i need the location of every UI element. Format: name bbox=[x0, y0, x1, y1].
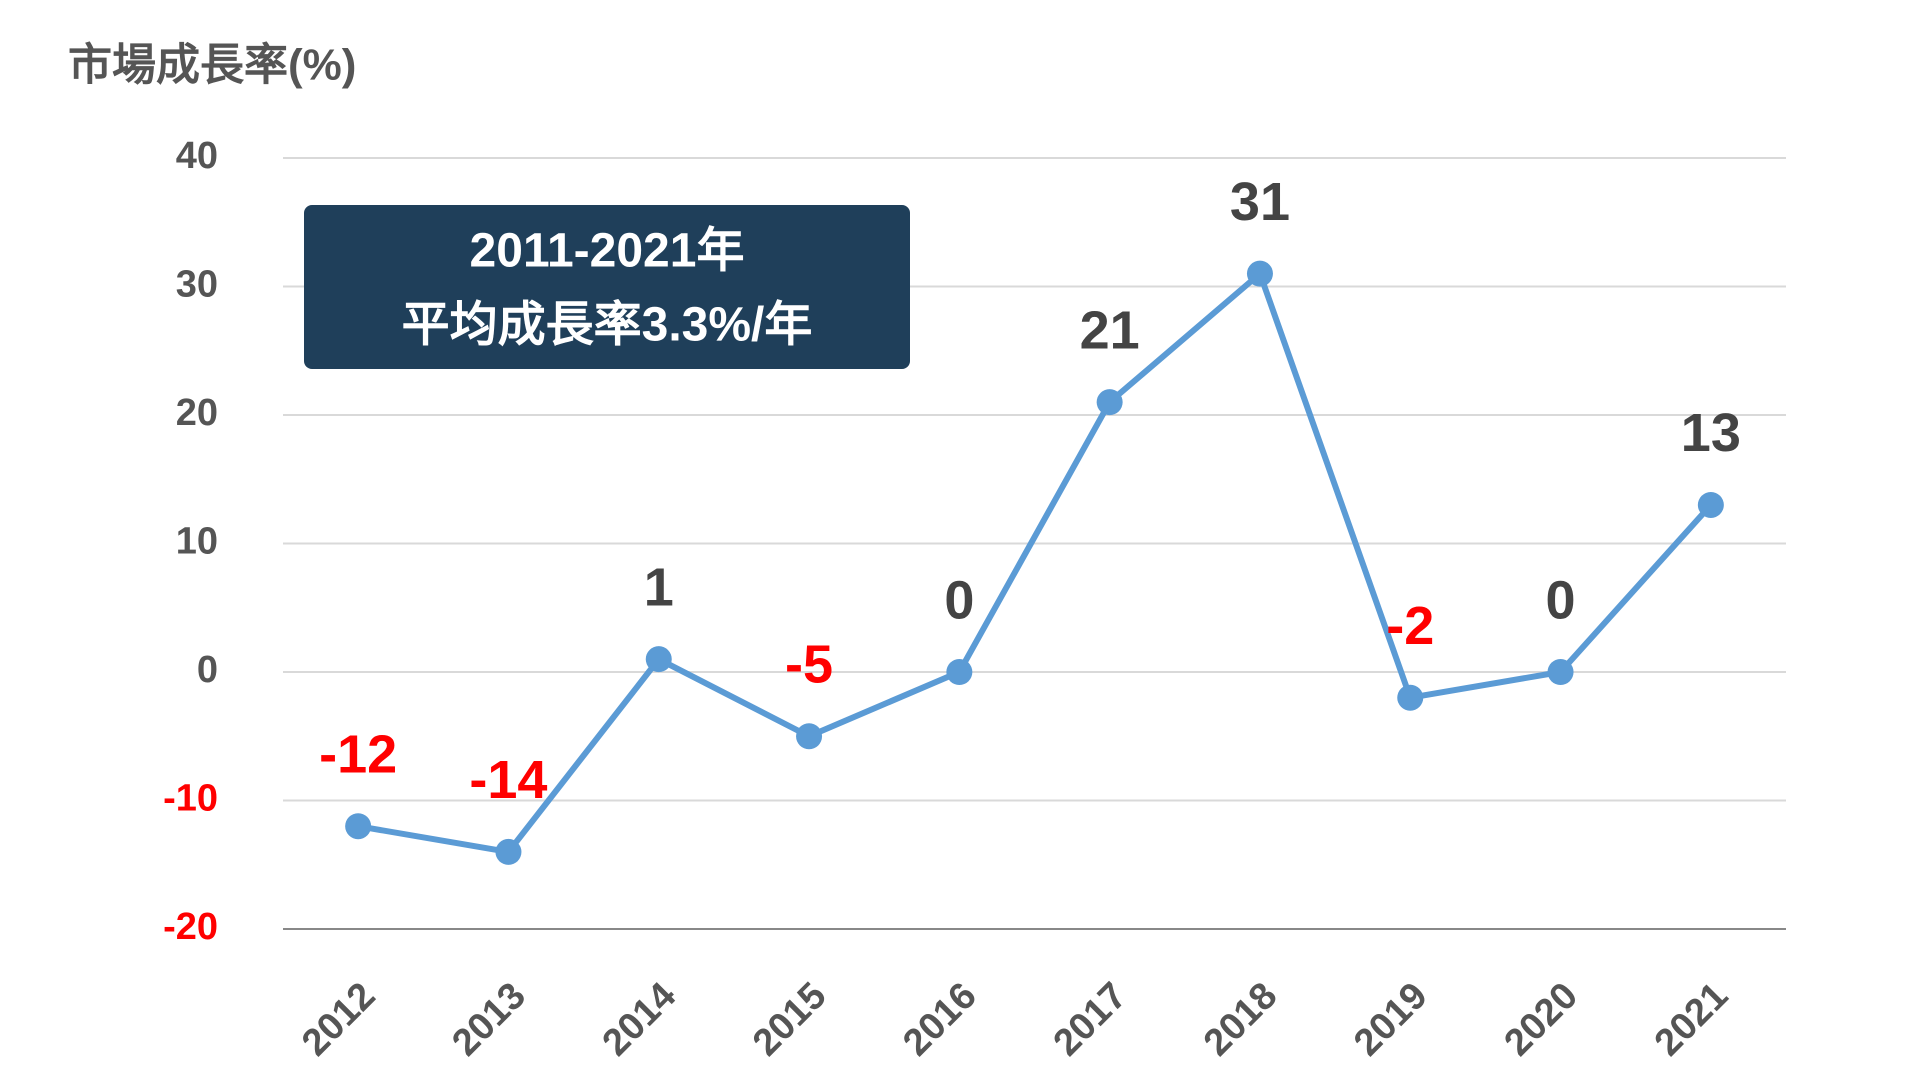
x-tick-label: 2021 bbox=[1647, 975, 1736, 1064]
data-label: 21 bbox=[1080, 300, 1140, 360]
y-tick-label: 10 bbox=[176, 521, 218, 563]
data-point bbox=[1697, 491, 1724, 518]
y-tick-label: 0 bbox=[197, 649, 218, 691]
data-label: 1 bbox=[644, 557, 674, 617]
data-label: 0 bbox=[944, 570, 974, 630]
data-label: 0 bbox=[1546, 570, 1576, 630]
data-label: -5 bbox=[785, 635, 833, 695]
data-label: 31 bbox=[1230, 172, 1290, 232]
annotation-line: 2011-2021年 bbox=[470, 225, 745, 278]
chart-title: 市場成長率(%) bbox=[68, 41, 356, 90]
y-tick-label: 20 bbox=[176, 392, 218, 434]
data-line bbox=[357, 270, 1714, 855]
data-point bbox=[1096, 389, 1123, 416]
data-point bbox=[1246, 260, 1273, 287]
x-tick-label: 2014 bbox=[595, 975, 684, 1064]
data-label: 13 bbox=[1681, 403, 1741, 463]
data-point bbox=[1397, 684, 1424, 711]
x-tick-label: 2016 bbox=[895, 975, 984, 1064]
data-point bbox=[946, 659, 973, 685]
data-point bbox=[495, 838, 522, 865]
x-tick-label: 2018 bbox=[1196, 975, 1285, 1064]
y-tick-label: 40 bbox=[176, 135, 218, 177]
data-label: -14 bbox=[469, 750, 547, 810]
data-point bbox=[1547, 659, 1574, 685]
data-label: -12 bbox=[319, 724, 397, 784]
x-tick-label: 2012 bbox=[294, 975, 383, 1064]
y-tick-label: -10 bbox=[163, 778, 218, 820]
data-point bbox=[645, 646, 672, 673]
x-tick-label: 2017 bbox=[1046, 975, 1135, 1064]
x-tick-label: 2013 bbox=[444, 975, 533, 1064]
y-tick-label: 30 bbox=[176, 264, 218, 306]
annotation-line: 平均成長率3.3%/年 bbox=[402, 299, 813, 352]
x-tick-label: 2015 bbox=[745, 975, 834, 1064]
y-tick-label: -20 bbox=[163, 906, 218, 948]
x-tick-label: 2020 bbox=[1497, 975, 1586, 1064]
data-label: -2 bbox=[1386, 596, 1434, 656]
x-tick-label: 2019 bbox=[1346, 975, 1435, 1064]
data-point bbox=[345, 813, 372, 840]
annotation-box bbox=[304, 205, 910, 369]
data-point bbox=[796, 723, 823, 750]
